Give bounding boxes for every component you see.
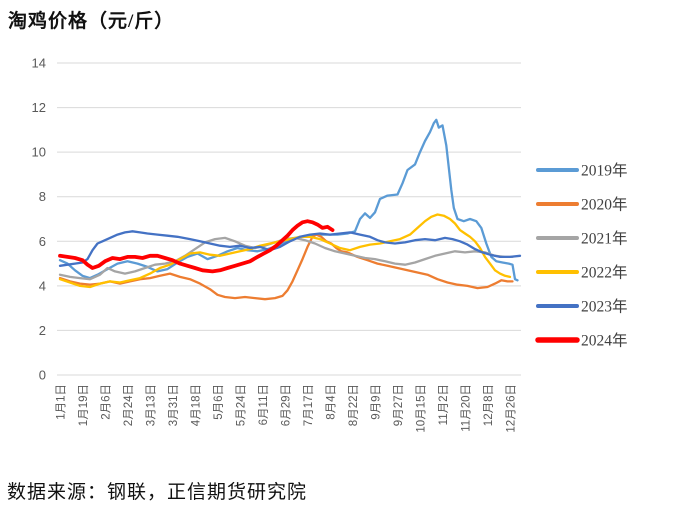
legend-label-2019: 2019年 [581, 162, 628, 180]
x-tick-label-4: 2月24日 [123, 384, 135, 426]
x-tick-label-17: 10月15日 [416, 384, 428, 433]
legend-label-2020: 2020年 [581, 196, 628, 214]
series-line-2020 [58, 233, 514, 301]
x-tick-label-21: 12月26日 [506, 384, 518, 433]
legend-label-2022: 2022年 [581, 264, 628, 282]
x-tick-label-12: 7月17日 [303, 384, 315, 426]
y-tick-label-4: 4 [39, 278, 46, 293]
data-source-note: 数据来源：钢联，正信期货研究院 [7, 482, 308, 503]
legend-label-2021: 2021年 [581, 230, 628, 248]
x-tick-label-9: 5月24日 [236, 384, 248, 426]
x-tick-label-3: 2月6日 [101, 384, 113, 420]
y-tick-label-10: 10 [32, 145, 46, 160]
chart-title: 淘鸡价格（元/斤） [8, 11, 175, 32]
x-tick-label-10: 6月11日 [258, 384, 270, 425]
series-line-2022 [58, 213, 512, 289]
y-tick-label-8: 8 [39, 189, 46, 204]
x-tick-label-5: 3月13日 [146, 384, 158, 426]
y-tick-label-2: 2 [39, 323, 46, 338]
x-tick-label-16: 9月27日 [393, 384, 405, 426]
x-tick-label-7: 4月18日 [191, 384, 203, 426]
x-tick-label-19: 11月20日 [461, 384, 473, 432]
x-tick-label-1: 1月1日 [56, 384, 68, 420]
y-tick-label-6: 6 [39, 234, 46, 249]
series-line-2024 [58, 219, 335, 274]
x-tick-label-18: 11月2日 [438, 384, 450, 425]
x-tick-label-15: 9月9日 [371, 384, 383, 420]
x-tick-label-20: 12月8日 [483, 384, 495, 426]
x-tick-label-6: 3月31日 [168, 384, 180, 426]
x-tick-label-11: 6月29日 [281, 384, 293, 426]
x-tick-label-14: 8月22日 [348, 384, 360, 426]
x-tick-label-13: 8月4日 [326, 384, 338, 420]
series-line-2023 [58, 230, 522, 267]
legend-label-2024: 2024年 [581, 332, 628, 350]
y-tick-label-0: 0 [39, 368, 46, 383]
y-tick-label-12: 12 [32, 100, 46, 115]
x-tick-label-8: 5月6日 [213, 384, 225, 420]
y-tick-label-14: 14 [32, 56, 46, 71]
x-tick-label-2: 1月19日 [78, 384, 90, 426]
legend-label-2023: 2023年 [581, 298, 628, 316]
